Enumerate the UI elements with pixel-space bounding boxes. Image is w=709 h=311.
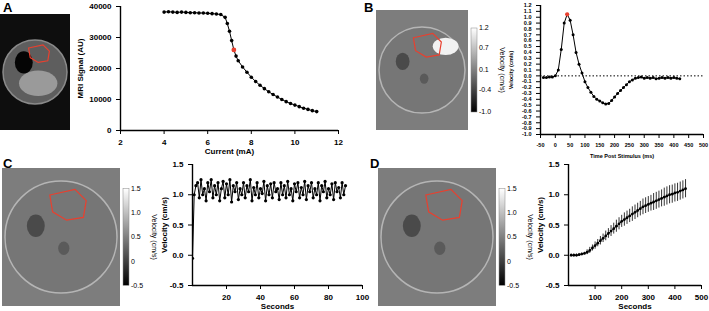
svg-text:40: 40 <box>256 293 265 303</box>
svg-text:0: 0 <box>554 142 557 148</box>
svg-text:2: 2 <box>118 138 123 147</box>
svg-text:150: 150 <box>595 142 604 148</box>
svg-text:50: 50 <box>567 142 573 148</box>
svg-text:-0.5: -0.5 <box>546 281 560 290</box>
svg-text:450: 450 <box>684 142 693 148</box>
svg-text:Velocity (cm/s): Velocity (cm/s) <box>160 197 169 253</box>
svg-text:200: 200 <box>610 142 619 148</box>
svg-text:0.1: 0.1 <box>524 67 532 73</box>
svg-text:10: 10 <box>290 138 299 147</box>
svg-text:200: 200 <box>615 293 629 303</box>
svg-text:300: 300 <box>641 293 655 303</box>
svg-text:-0.9: -0.9 <box>522 125 531 131</box>
svg-text:400: 400 <box>669 142 678 148</box>
svg-text:Seconds: Seconds <box>618 302 652 311</box>
svg-text:20000: 20000 <box>89 64 112 73</box>
svg-text:0.0: 0.0 <box>172 251 184 260</box>
svg-text:Velocity (cm/s): Velocity (cm/s) <box>536 197 545 253</box>
svg-text:0.0: 0.0 <box>548 251 560 260</box>
svg-text:Time Post Stimulus (ms): Time Post Stimulus (ms) <box>590 153 654 159</box>
svg-text:12: 12 <box>334 138 343 147</box>
svg-text:1.2: 1.2 <box>479 24 489 31</box>
svg-text:60: 60 <box>290 293 299 303</box>
svg-text:0: 0 <box>507 258 511 265</box>
html-text:A: A <box>3 0 13 15</box>
svg-text:40000: 40000 <box>89 2 112 11</box>
svg-text:300: 300 <box>640 142 649 148</box>
svg-text:0.5: 0.5 <box>548 221 560 230</box>
svg-text:1.1: 1.1 <box>524 8 532 14</box>
svg-text:10000: 10000 <box>89 95 112 104</box>
svg-text:500: 500 <box>699 142 708 148</box>
svg-text:-0.5: -0.5 <box>131 282 143 289</box>
svg-text:30000: 30000 <box>89 33 112 42</box>
svg-text:0.9: 0.9 <box>524 20 532 26</box>
svg-text:0.4: 0.4 <box>524 49 533 55</box>
svg-text:0.5: 0.5 <box>507 233 517 240</box>
svg-text:1.5: 1.5 <box>507 185 517 192</box>
svg-text:250: 250 <box>625 142 634 148</box>
svg-text:Velocity (cm/s): Velocity (cm/s) <box>526 214 534 260</box>
svg-text:1.5: 1.5 <box>172 160 184 169</box>
svg-text:1.0: 1.0 <box>172 190 184 199</box>
svg-text:MRI Signal (AU): MRI Signal (AU) <box>76 38 85 98</box>
svg-text:-0.7: -0.7 <box>522 114 531 120</box>
svg-text:Velocity (cm/s): Velocity (cm/s) <box>150 214 158 260</box>
svg-text:-0.4: -0.4 <box>522 96 532 102</box>
svg-text:0.7: 0.7 <box>479 44 489 51</box>
svg-text:0.5: 0.5 <box>524 43 532 49</box>
svg-text:-0.1: -0.1 <box>522 78 531 84</box>
svg-text:Seconds: Seconds <box>261 302 295 311</box>
svg-text:-0.5: -0.5 <box>170 281 184 290</box>
svg-text:0.0: 0.0 <box>524 73 532 79</box>
svg-text:-0.2: -0.2 <box>522 84 531 90</box>
html-text:B: B <box>364 0 374 15</box>
svg-text:4: 4 <box>162 138 167 147</box>
svg-text:6: 6 <box>205 138 210 148</box>
svg-text:-0.5: -0.5 <box>507 282 519 289</box>
svg-text:-0.4: -0.4 <box>479 86 491 93</box>
svg-text:1.5: 1.5 <box>548 160 560 169</box>
svg-text:0: 0 <box>131 258 135 265</box>
svg-text:Current (mA): Current (mA) <box>205 147 255 156</box>
svg-text:0.7: 0.7 <box>524 32 532 38</box>
svg-text:8: 8 <box>249 138 254 148</box>
html-text:D: D <box>370 156 380 171</box>
svg-text:-1.0: -1.0 <box>522 131 531 137</box>
svg-text:-0.5: -0.5 <box>522 102 531 108</box>
svg-text:0.2: 0.2 <box>524 61 532 67</box>
html-text:C: C <box>3 156 13 171</box>
svg-text:-0.6: -0.6 <box>522 108 531 114</box>
svg-text:0.5: 0.5 <box>131 233 141 240</box>
svg-text:1.0: 1.0 <box>524 14 532 20</box>
svg-text:-50: -50 <box>537 142 545 148</box>
svg-text:-1.0: -1.0 <box>479 108 491 115</box>
svg-text:1.0: 1.0 <box>548 190 560 199</box>
svg-text:100: 100 <box>580 142 589 148</box>
svg-text:100: 100 <box>356 293 370 302</box>
svg-text:400: 400 <box>668 293 682 302</box>
svg-text:0.1: 0.1 <box>479 66 489 73</box>
svg-text:0.3: 0.3 <box>524 55 532 61</box>
svg-text:20: 20 <box>222 293 231 302</box>
svg-text:0.6: 0.6 <box>524 37 532 43</box>
svg-text:1.0: 1.0 <box>131 209 141 216</box>
svg-text:80: 80 <box>324 293 333 302</box>
svg-text:350: 350 <box>654 142 663 148</box>
svg-text:500: 500 <box>695 293 709 302</box>
svg-text:0.5: 0.5 <box>172 221 184 230</box>
svg-text:1.2: 1.2 <box>524 2 532 8</box>
svg-text:Velocity (cm/s): Velocity (cm/s) <box>508 51 514 90</box>
svg-text:-0.3: -0.3 <box>522 90 531 96</box>
svg-text:0: 0 <box>107 126 112 135</box>
svg-text:1.5: 1.5 <box>131 185 141 192</box>
svg-text:100: 100 <box>588 293 602 302</box>
svg-text:-0.8: -0.8 <box>522 120 531 126</box>
svg-text:1.0: 1.0 <box>507 209 517 216</box>
svg-text:Velocity (cm/s): Velocity (cm/s) <box>498 47 506 93</box>
svg-text:0.8: 0.8 <box>524 26 532 32</box>
